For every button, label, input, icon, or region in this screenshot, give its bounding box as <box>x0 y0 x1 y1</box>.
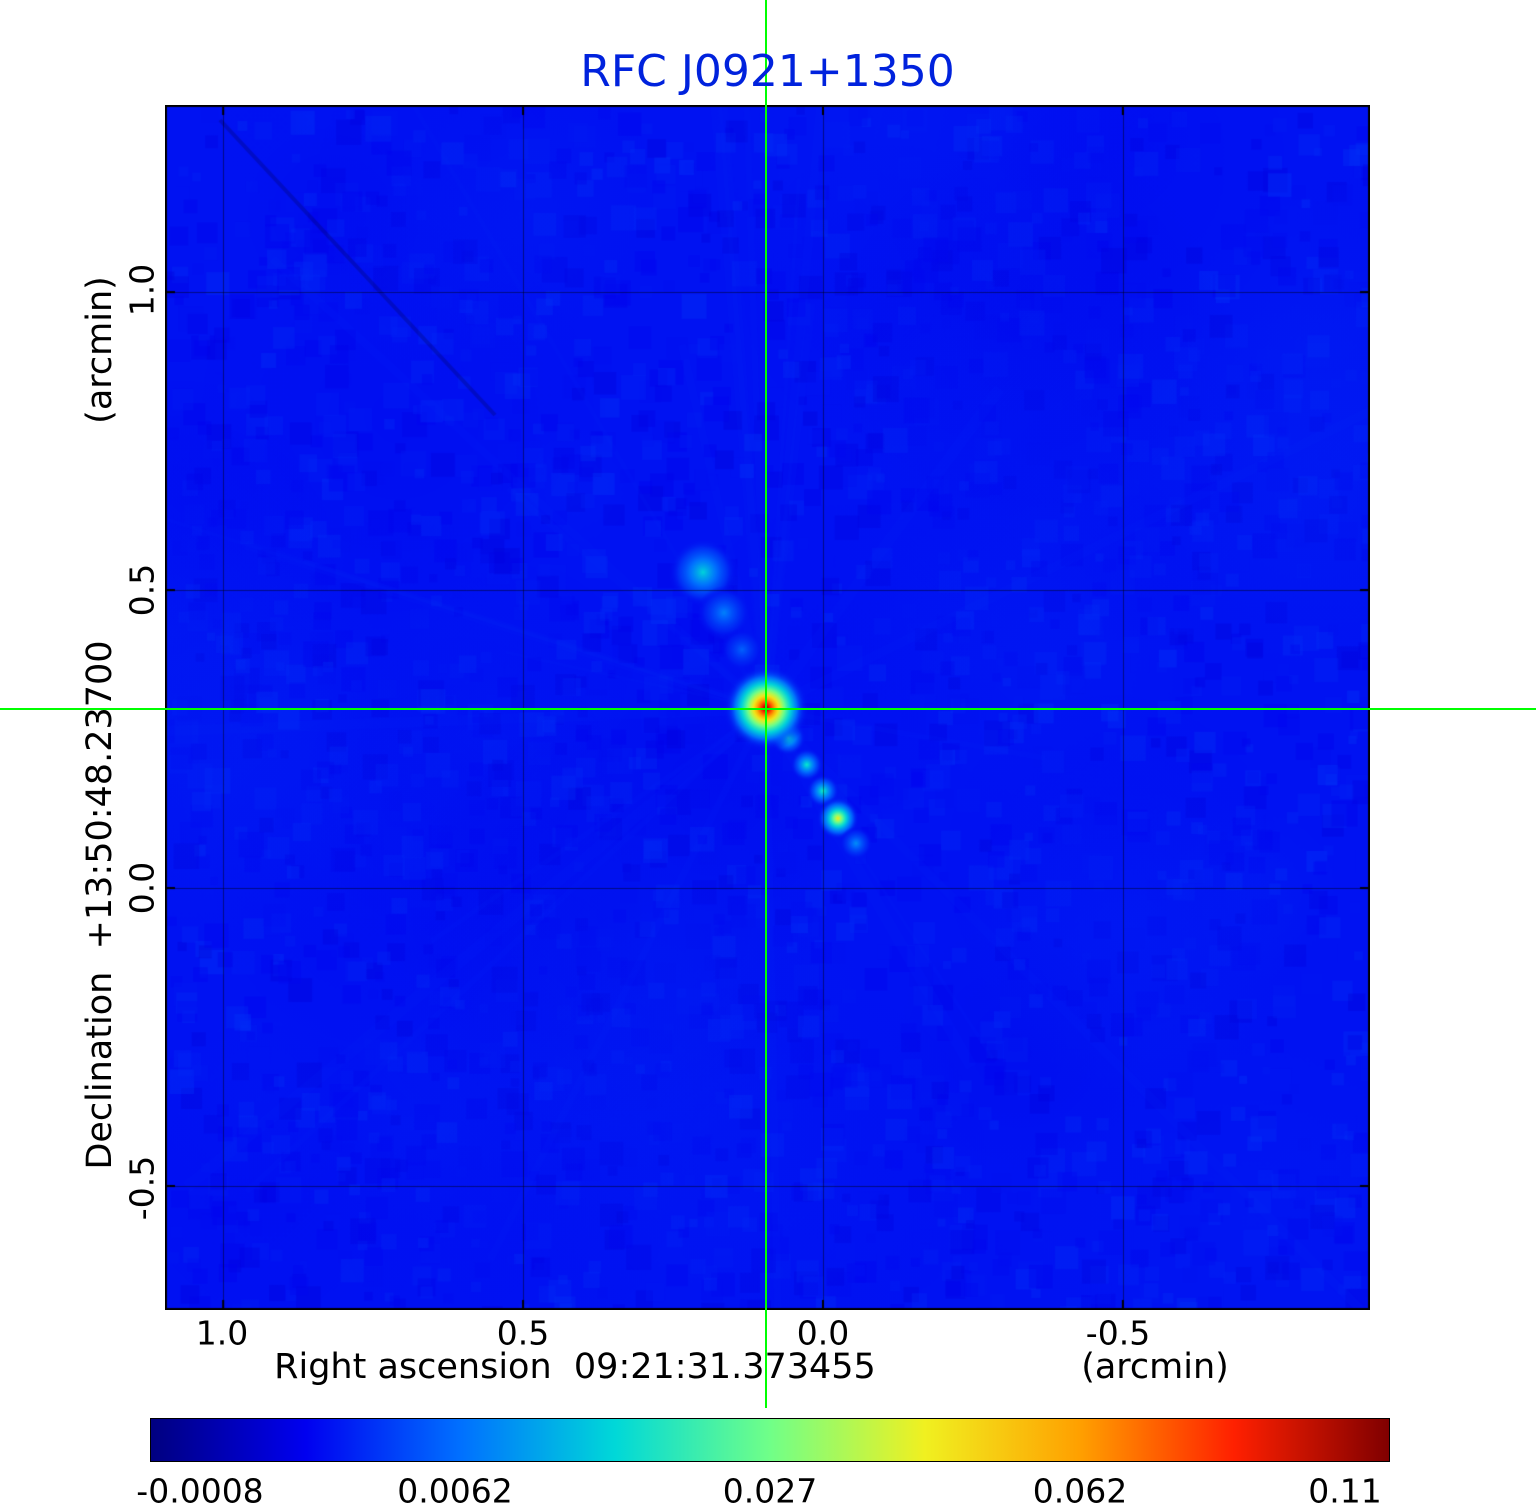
x-axis-label: Right ascension 09:21:31.373455 <box>274 1347 876 1387</box>
y-axis-unit-label: (arcmin) <box>80 276 120 424</box>
x-tick-label-2: 0.0 <box>796 1313 850 1353</box>
colorbar-tick-label-4: 0.11 <box>1308 1471 1382 1511</box>
x-tick-label-1: 0.5 <box>496 1313 550 1353</box>
crosshair-horizontal-line <box>0 708 1536 711</box>
x-tick-label-3: -0.5 <box>1085 1313 1151 1353</box>
plot-area <box>165 105 1370 1310</box>
colorbar-tick-label-2: 0.027 <box>722 1471 818 1511</box>
y-tick-label-2: 0.0 <box>122 861 162 915</box>
colorbar-tick-label-0: -0.0008 <box>136 1471 264 1511</box>
x-tick-label-0: 1.0 <box>195 1313 249 1353</box>
crosshair-vertical-line <box>765 0 767 1408</box>
chart-title: RFC J0921+1350 <box>580 46 955 97</box>
colorbar-tick-label-3: 0.062 <box>1032 1471 1128 1511</box>
colorbar <box>150 1418 1390 1462</box>
y-tick-label-0: 1.0 <box>122 263 162 317</box>
y-tick-label-3: -0.5 <box>122 1155 162 1221</box>
x-axis-unit-label: (arcmin) <box>1081 1347 1229 1387</box>
y-axis-label: Declination +13:50:48.23700 <box>80 640 120 1170</box>
colorbar-gradient <box>151 1419 1389 1461</box>
y-tick-label-1: 0.5 <box>122 563 162 617</box>
colorbar-tick-label-1: 0.0062 <box>397 1471 513 1511</box>
sky-map-canvas <box>165 105 1370 1310</box>
